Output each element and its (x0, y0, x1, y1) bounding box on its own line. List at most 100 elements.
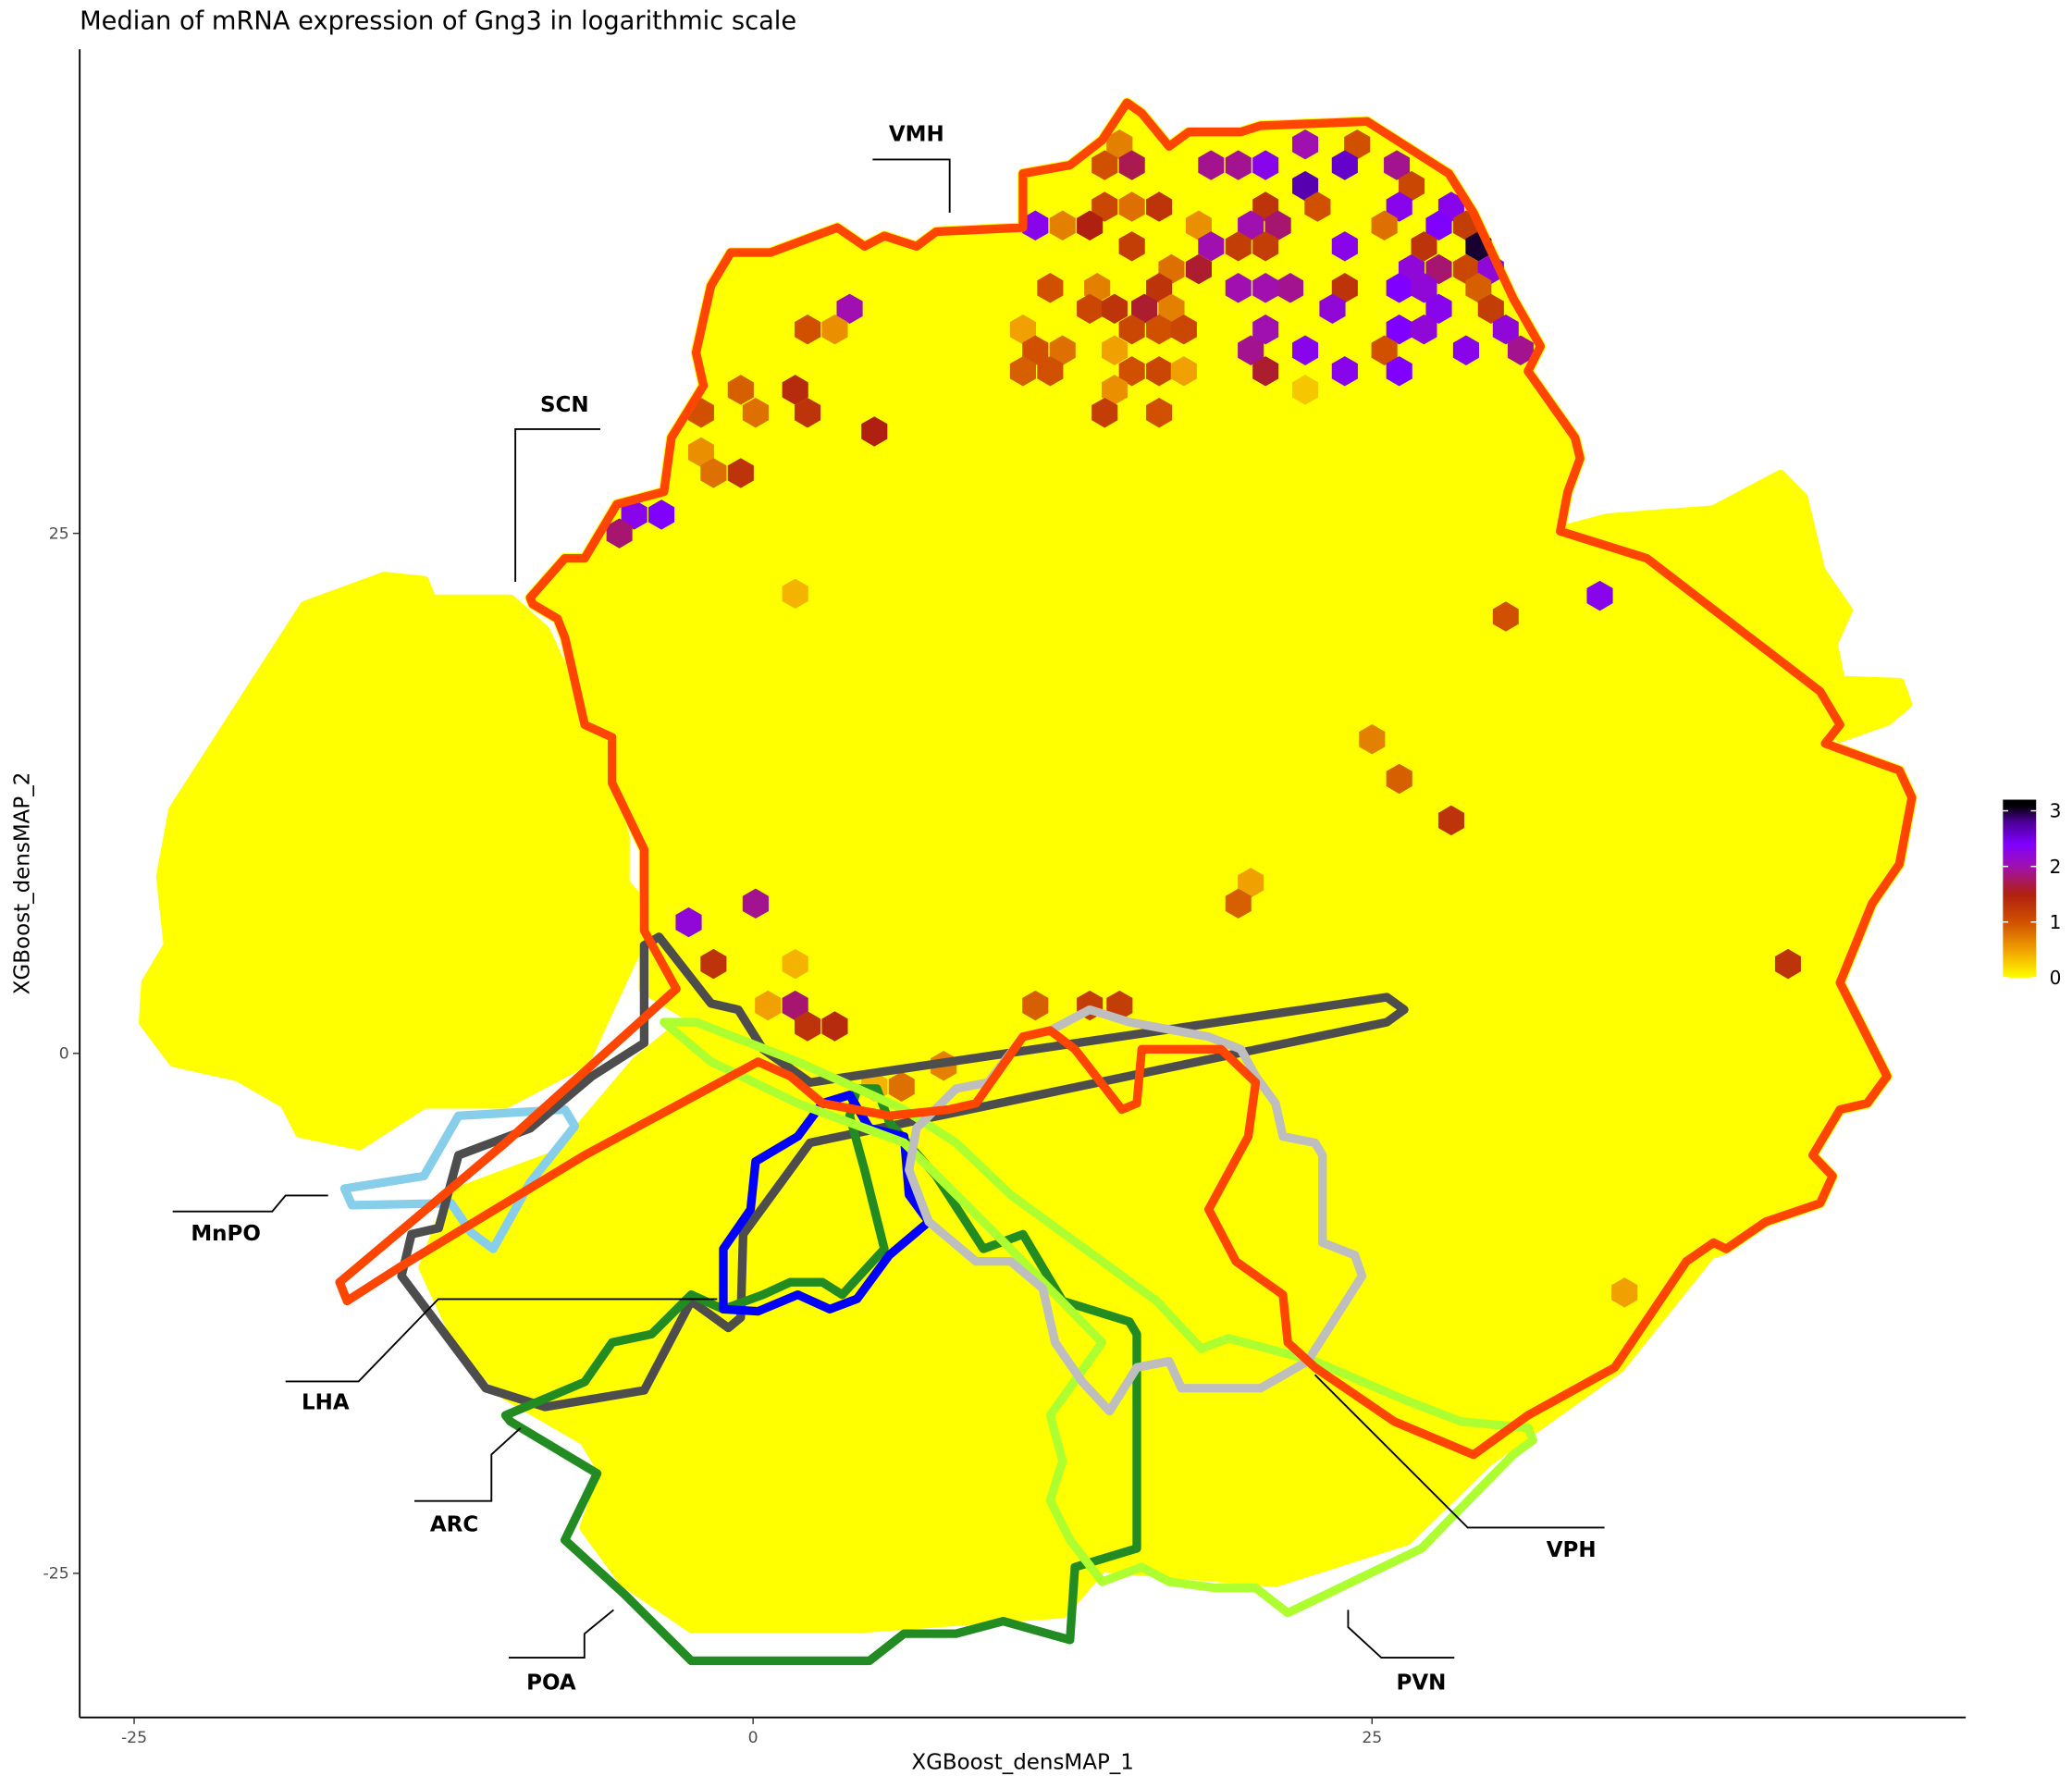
hexbin-cell (1319, 293, 1346, 325)
hexbin-cell (1291, 375, 1319, 405)
hexbin-cell (1252, 356, 1279, 387)
hexbin-cell (1092, 150, 1118, 180)
hexbin-cell (1101, 335, 1128, 365)
region-outline (719, 1091, 933, 1316)
hexbin-cell (1077, 293, 1104, 325)
hexbin-cell (1077, 210, 1104, 240)
hexbin-cell (1452, 335, 1480, 365)
hexbin-cell (1225, 150, 1252, 180)
hexbin-cell (1384, 150, 1411, 180)
hexbin-cell (1118, 231, 1145, 262)
hexbin-cell (1009, 314, 1036, 345)
hexbin-cell (742, 398, 769, 428)
region-outline (339, 1104, 580, 1253)
hexbin-cell (1425, 253, 1452, 285)
hexbin-cell (1225, 231, 1252, 262)
hexbin-cell (1049, 335, 1076, 365)
hexbin-cell (1291, 129, 1319, 160)
hexbin-cell (1009, 356, 1036, 387)
hexbin-cell (700, 458, 727, 488)
hexbin-cell (742, 888, 769, 919)
hexbin-cell (1118, 314, 1145, 345)
hexbin-cell (1386, 356, 1412, 387)
hexbin-cell (1238, 210, 1264, 240)
hexbin-cell (1586, 580, 1613, 611)
hexbin-cell (1198, 150, 1225, 180)
hexbin-cell (794, 398, 821, 428)
hexbin-cell (1386, 314, 1412, 345)
hexbin-cell (1106, 129, 1133, 160)
hexbin-cell (1037, 356, 1064, 387)
vmh-pointer (872, 158, 951, 213)
hexbin-cell (1291, 335, 1319, 365)
poa-pointer (508, 1609, 614, 1659)
hexbin-cell (1238, 868, 1264, 898)
hexbin-cell (1386, 763, 1412, 795)
hexbin-cell (1225, 273, 1252, 303)
chart-title: Median of mRNA expression of Gng3 in log… (80, 7, 796, 36)
hexbin-cell (1411, 273, 1437, 303)
axis-ticks: -25 0 25 -25 0 25 (43, 524, 1383, 1747)
hexbin-cell (606, 518, 633, 549)
x-tick-label: 0 (748, 1729, 758, 1747)
colorbar-gradient (2003, 799, 2037, 978)
hexbin-cell (1252, 314, 1279, 345)
hexbin-cell (782, 578, 808, 610)
hexbin-cell (1101, 293, 1128, 325)
region-outline (905, 1005, 1367, 1416)
hexbin-cell (727, 458, 754, 488)
y-tick-label: 25 (49, 524, 69, 543)
region-annotations: VMH SCN MnPO LHA ARC POA VPH PVN (172, 122, 1605, 1696)
hexbin-cell (1146, 314, 1173, 345)
y-tick-label: 0 (59, 1045, 69, 1064)
hexbin-cell (1252, 273, 1279, 303)
label-scn: SCN (540, 393, 589, 417)
hexbin-cell (1252, 231, 1279, 262)
x-tick-label: -25 (121, 1729, 147, 1747)
hexbin-cell (861, 416, 888, 447)
pvn-pointer (1347, 1610, 1455, 1659)
hexbin-cell (1158, 293, 1185, 325)
label-arc: ARC (430, 1513, 478, 1537)
colorbar-tick-label: 2 (2050, 856, 2062, 878)
hexbin-cell (1252, 150, 1279, 180)
hexbin-cell (1425, 293, 1452, 325)
label-poa: POA (526, 1671, 576, 1696)
hexbin-cell (621, 500, 648, 530)
hexbin-cell (794, 1011, 821, 1042)
label-vmh: VMH (889, 122, 944, 146)
hexbin-cell (821, 1011, 848, 1042)
hexbin-cell (1264, 210, 1291, 240)
region-outline (500, 1084, 1141, 1666)
region-outline (140, 573, 657, 1150)
hexbin-cell (1130, 293, 1158, 325)
hexbin-cell (1492, 314, 1519, 345)
arc-pointer (414, 1427, 522, 1502)
hexbin-cell (1507, 335, 1534, 365)
mnpo-pointer (172, 1194, 328, 1213)
hexbin-cell (1037, 273, 1064, 303)
hexbin-cell (1146, 191, 1173, 222)
hexbin-cell (1170, 356, 1197, 387)
hexbin-cell (1371, 210, 1398, 240)
hexbin-cell (1304, 191, 1331, 222)
hexbin-cell (1170, 314, 1197, 345)
hexbin-cell (836, 293, 863, 325)
hexbin-cell (1399, 170, 1425, 202)
x-tick-label: 25 (1362, 1729, 1382, 1747)
hexbin-cell (1185, 210, 1212, 240)
hexbin-cell (1291, 170, 1319, 202)
lha-pointer (285, 1298, 718, 1383)
hexbin-cell (1022, 990, 1049, 1021)
y-axis-title: XGBoost_densMAP_2 (11, 772, 35, 995)
hexbin-cell (687, 437, 714, 468)
hexbin-cell (1411, 231, 1437, 262)
hexbin-cell (1276, 273, 1304, 303)
colorbar-legend: 0 1 2 3 (2003, 799, 2062, 989)
hexbin-cell (1477, 293, 1504, 325)
hexbin-cell (1049, 210, 1076, 240)
hexbin-cell (782, 948, 808, 980)
hexbin-cell (1331, 150, 1358, 180)
hexbin-cell (1331, 231, 1358, 262)
